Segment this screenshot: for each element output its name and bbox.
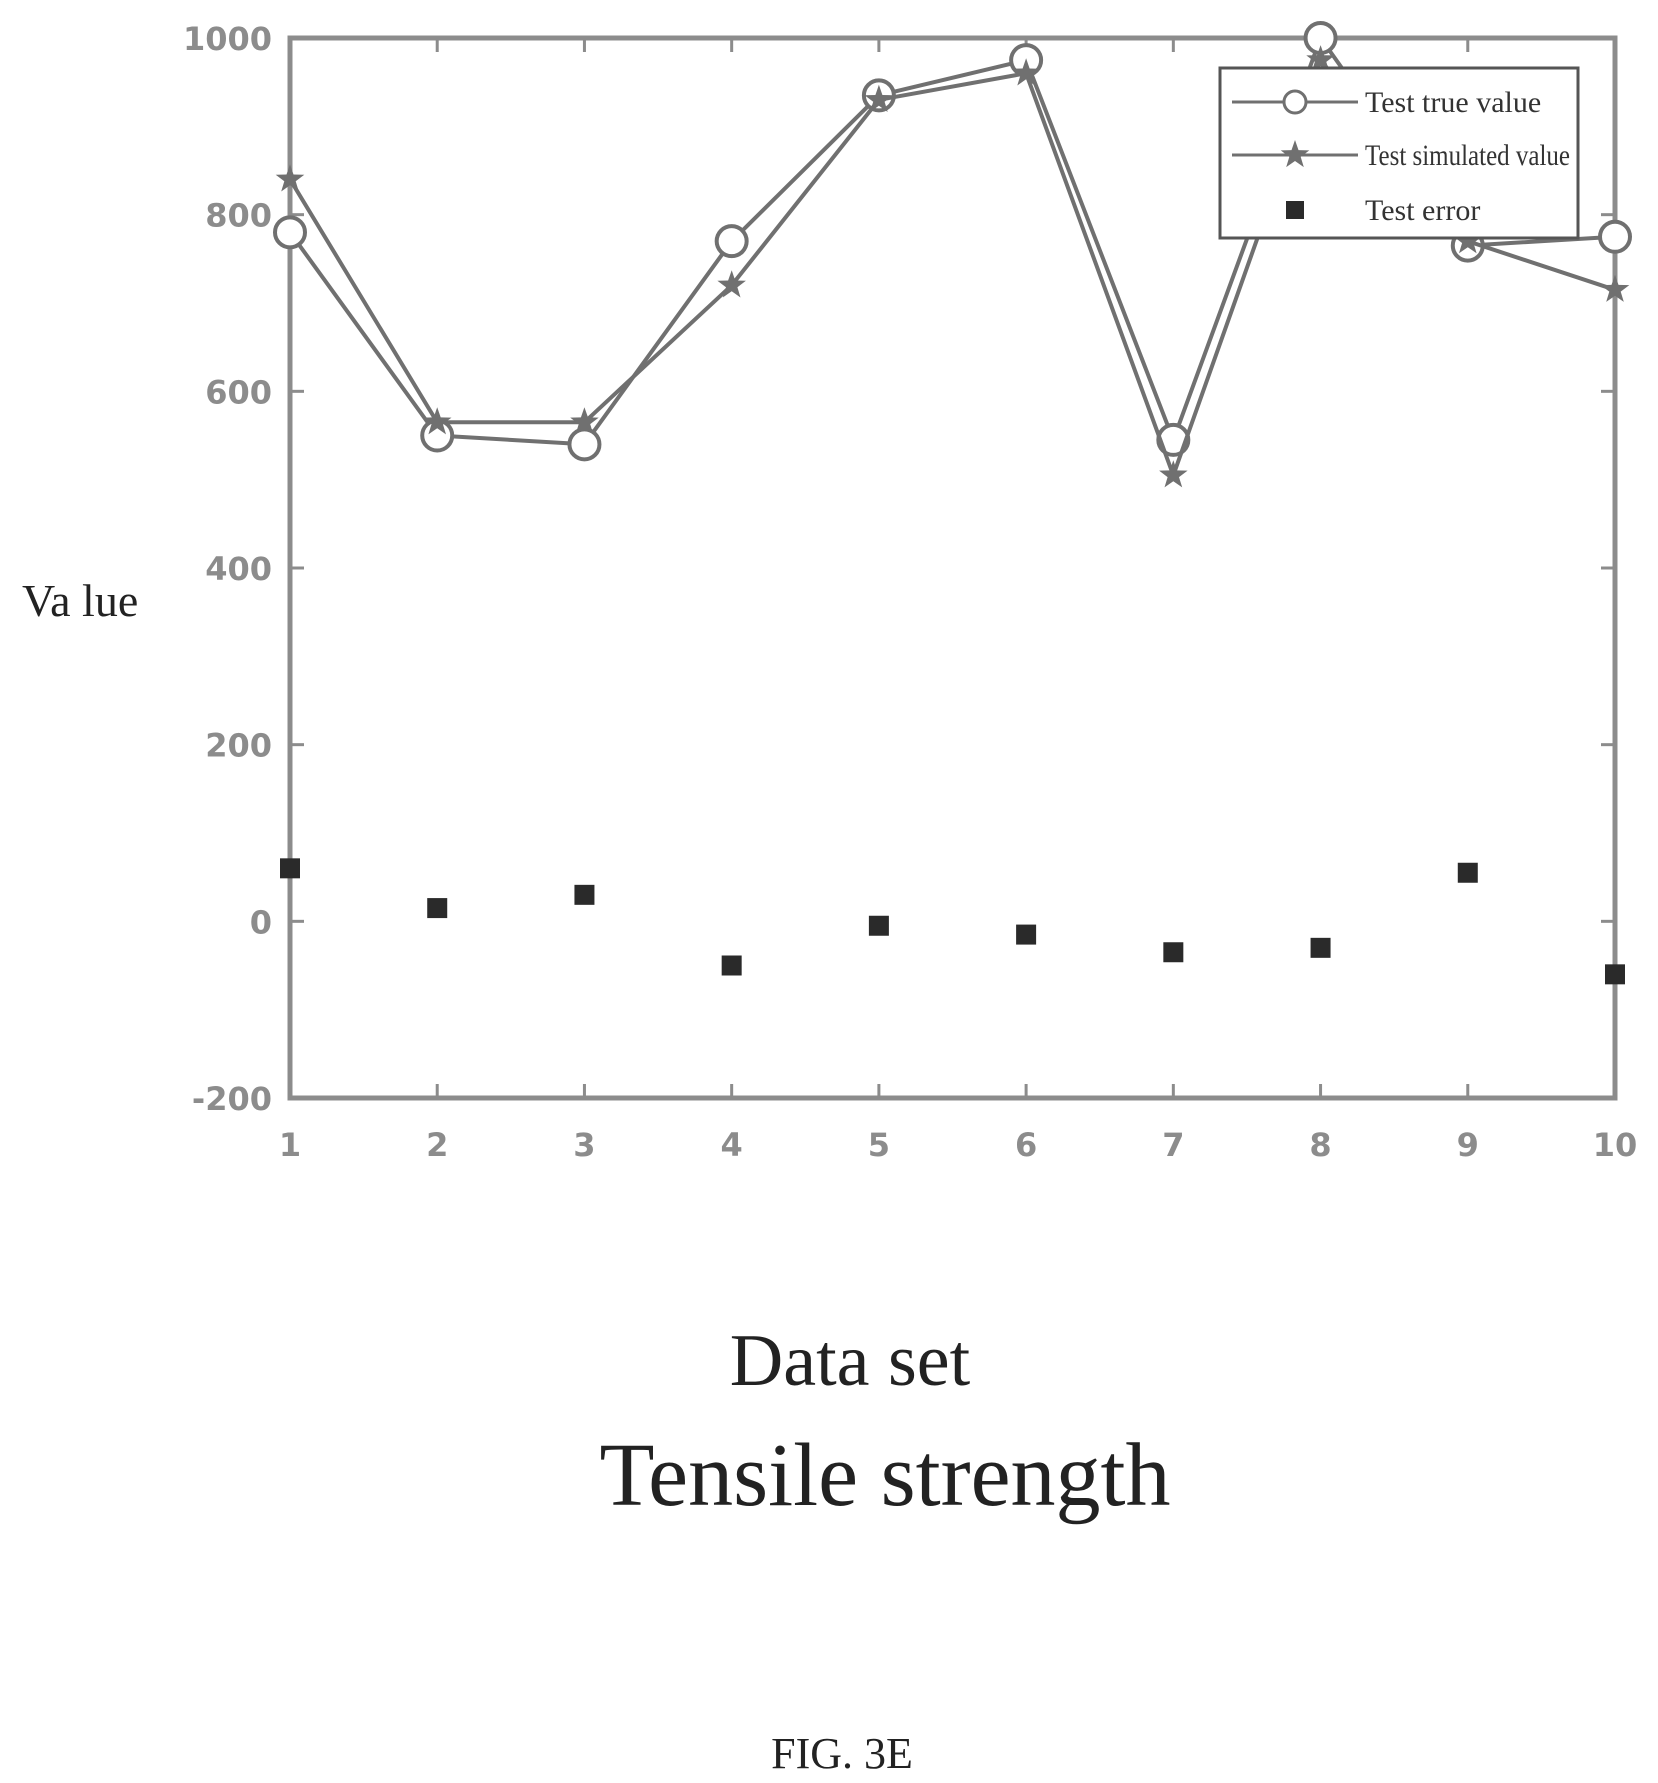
axis-ticks xyxy=(288,36,1617,1100)
data-point-star xyxy=(1306,45,1335,73)
x-tick-labels: 1 2 3 4 5 6 7 8 9 10 xyxy=(279,1126,1637,1164)
legend-label-true: Test true value xyxy=(1365,86,1541,119)
data-point-star xyxy=(570,407,599,435)
x-tick-label: 7 xyxy=(1162,1126,1184,1164)
legend-star-shape xyxy=(1280,140,1310,168)
data-point-square xyxy=(1016,924,1037,945)
x-tick-label: 5 xyxy=(868,1126,890,1164)
series-test-error xyxy=(280,858,1625,985)
data-point-square xyxy=(1457,862,1478,883)
y-tick-label: 200 xyxy=(205,727,272,765)
chart-title: Tensile strength xyxy=(599,1426,1170,1525)
data-point-star xyxy=(717,270,746,298)
y-tick-label: 1000 xyxy=(183,20,272,58)
data-point-square xyxy=(427,898,448,919)
data-point-square xyxy=(868,915,889,936)
data-point-circle xyxy=(1598,219,1632,254)
y-tick-labels: -200 0 200 400 600 800 1000 xyxy=(183,20,272,1118)
data-point-star xyxy=(423,407,452,435)
data-point-square xyxy=(1310,937,1331,958)
x-tick-label: 3 xyxy=(573,1126,595,1164)
legend-marker-circle xyxy=(1282,89,1308,115)
data-point-circle xyxy=(714,224,749,259)
series-layer xyxy=(273,21,1632,985)
y-axis-label: Va lue xyxy=(22,575,138,626)
data-point-star xyxy=(275,164,305,192)
data-point-star xyxy=(1011,58,1041,86)
y-tick-label: 400 xyxy=(205,550,272,588)
legend-box xyxy=(1218,66,1580,240)
x-tick-label: 8 xyxy=(1309,1126,1331,1164)
data-point-star xyxy=(1600,274,1630,302)
legend-label-error: Test error xyxy=(1365,194,1480,227)
legend-label-simulated: Test simulated value xyxy=(1365,139,1570,172)
y-tick-label: 600 xyxy=(205,373,272,411)
data-point-circle xyxy=(273,215,307,250)
x-tick-label: 2 xyxy=(426,1126,448,1164)
legend-marker-star xyxy=(1280,140,1310,168)
data-point-star xyxy=(1453,226,1482,254)
data-point-square xyxy=(1605,964,1625,985)
x-tick-label: 6 xyxy=(1015,1126,1037,1164)
data-point-square xyxy=(574,884,595,905)
data-point-star xyxy=(1159,460,1188,488)
y-tick-label: 0 xyxy=(250,903,272,941)
figure-label: FIG. 3E xyxy=(771,1729,913,1778)
x-tick-label: 1 xyxy=(279,1126,301,1164)
data-point-square xyxy=(721,955,742,976)
y-tick-label: 800 xyxy=(205,197,272,235)
data-point-circle xyxy=(567,427,602,462)
data-point-square xyxy=(280,858,300,879)
legend-marker-square xyxy=(1286,201,1304,219)
y-tick-label: -200 xyxy=(192,1080,272,1118)
legend: Test true value Test simulated value Tes… xyxy=(1218,66,1580,240)
x-axis-label: Data set xyxy=(730,1320,971,1402)
x-tick-label: 10 xyxy=(1593,1126,1638,1164)
data-point-star xyxy=(864,84,894,112)
data-point-square xyxy=(1163,942,1184,963)
x-tick-label: 4 xyxy=(721,1126,743,1164)
x-tick-label: 9 xyxy=(1457,1126,1479,1164)
